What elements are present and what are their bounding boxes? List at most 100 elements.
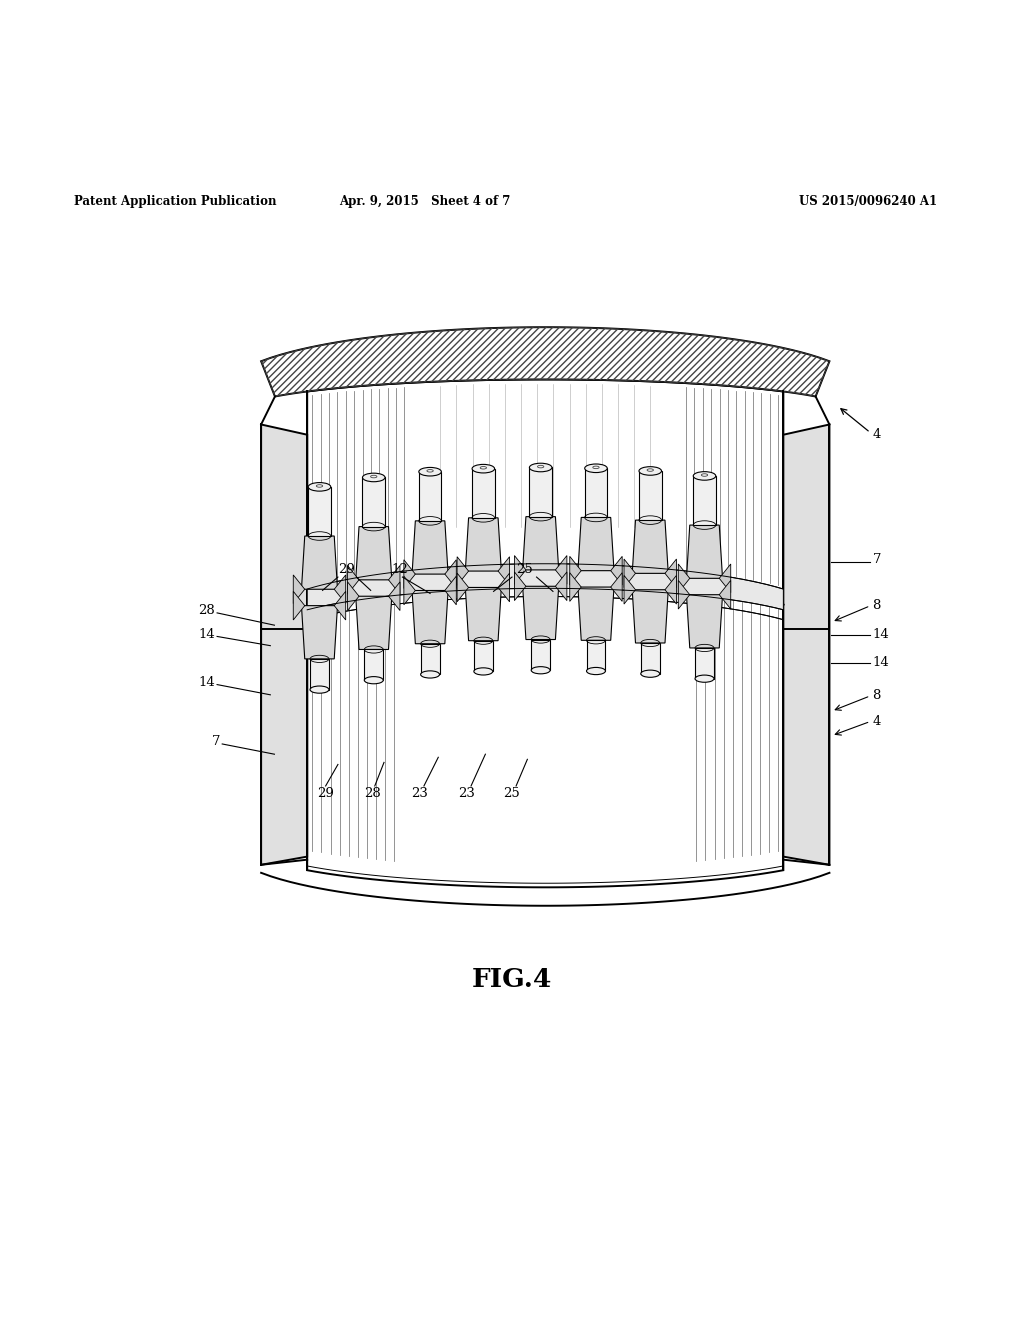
Polygon shape: [301, 536, 338, 589]
Polygon shape: [444, 576, 457, 605]
Polygon shape: [347, 582, 359, 611]
Text: 14: 14: [199, 676, 215, 689]
Ellipse shape: [474, 668, 493, 675]
Ellipse shape: [472, 465, 495, 473]
Text: 14: 14: [872, 656, 889, 668]
Polygon shape: [639, 471, 662, 520]
Polygon shape: [308, 487, 331, 536]
Text: 23: 23: [459, 787, 475, 800]
Polygon shape: [465, 587, 502, 640]
Ellipse shape: [419, 467, 441, 477]
Polygon shape: [529, 467, 552, 516]
Ellipse shape: [365, 677, 383, 684]
Ellipse shape: [639, 467, 662, 475]
Text: 29: 29: [317, 787, 334, 800]
Polygon shape: [355, 527, 392, 579]
Text: FIG.4: FIG.4: [472, 968, 552, 993]
Text: 25: 25: [504, 787, 520, 800]
Polygon shape: [388, 565, 400, 594]
Polygon shape: [347, 565, 359, 594]
Polygon shape: [686, 525, 723, 578]
Text: 28: 28: [199, 605, 215, 618]
Polygon shape: [587, 640, 605, 671]
Polygon shape: [522, 516, 559, 570]
Text: 8: 8: [872, 689, 881, 702]
Ellipse shape: [421, 671, 439, 678]
Polygon shape: [632, 520, 669, 573]
Polygon shape: [531, 639, 550, 671]
Polygon shape: [355, 597, 392, 649]
Polygon shape: [293, 591, 305, 620]
Polygon shape: [444, 560, 457, 589]
Polygon shape: [307, 576, 783, 887]
Polygon shape: [465, 517, 502, 572]
Polygon shape: [412, 590, 449, 644]
Polygon shape: [301, 606, 338, 659]
Ellipse shape: [587, 668, 605, 675]
Ellipse shape: [308, 483, 331, 491]
Text: Apr. 9, 2015   Sheet 4 of 7: Apr. 9, 2015 Sheet 4 of 7: [339, 195, 511, 209]
Ellipse shape: [310, 686, 329, 693]
Polygon shape: [365, 649, 383, 680]
Polygon shape: [555, 556, 567, 585]
Ellipse shape: [362, 473, 385, 482]
Polygon shape: [569, 573, 582, 602]
Text: 7: 7: [212, 735, 220, 748]
Polygon shape: [261, 425, 307, 865]
Polygon shape: [498, 557, 510, 585]
Polygon shape: [457, 573, 469, 602]
Polygon shape: [403, 560, 416, 589]
Polygon shape: [421, 644, 439, 675]
Polygon shape: [783, 425, 829, 865]
Polygon shape: [610, 573, 623, 602]
Polygon shape: [293, 576, 305, 603]
Text: 14: 14: [199, 628, 215, 642]
Text: 4: 4: [872, 428, 881, 441]
Polygon shape: [472, 469, 495, 517]
Text: 7: 7: [872, 553, 881, 566]
Polygon shape: [686, 595, 723, 648]
Text: 28: 28: [365, 787, 381, 800]
Text: 25: 25: [516, 564, 532, 576]
Polygon shape: [307, 379, 783, 599]
Polygon shape: [578, 587, 614, 640]
Polygon shape: [555, 572, 567, 601]
Polygon shape: [678, 581, 690, 609]
Polygon shape: [514, 572, 526, 601]
Polygon shape: [624, 576, 636, 605]
Ellipse shape: [693, 471, 716, 480]
Polygon shape: [665, 560, 677, 587]
Polygon shape: [457, 557, 469, 585]
Polygon shape: [334, 591, 346, 620]
Polygon shape: [641, 643, 659, 673]
Text: 12: 12: [391, 564, 408, 576]
Polygon shape: [362, 478, 385, 527]
Polygon shape: [522, 586, 559, 639]
Polygon shape: [514, 556, 526, 585]
Text: 29: 29: [338, 564, 354, 576]
Polygon shape: [307, 564, 783, 610]
Polygon shape: [665, 576, 677, 605]
Polygon shape: [498, 573, 510, 602]
Polygon shape: [261, 327, 829, 396]
Polygon shape: [624, 560, 636, 587]
Text: 4: 4: [872, 715, 881, 727]
Text: US 2015/0096240 A1: US 2015/0096240 A1: [799, 195, 937, 209]
Polygon shape: [388, 582, 400, 611]
Ellipse shape: [529, 463, 552, 471]
Ellipse shape: [531, 667, 550, 673]
Polygon shape: [569, 556, 582, 585]
Ellipse shape: [585, 465, 607, 473]
Text: 14: 14: [872, 628, 889, 642]
Polygon shape: [678, 564, 690, 593]
Polygon shape: [474, 640, 493, 672]
Ellipse shape: [695, 675, 714, 682]
Polygon shape: [412, 521, 449, 574]
Polygon shape: [419, 471, 441, 521]
Polygon shape: [632, 590, 669, 643]
Polygon shape: [585, 469, 607, 517]
Polygon shape: [719, 564, 731, 593]
Polygon shape: [578, 517, 614, 570]
Text: 23: 23: [412, 787, 428, 800]
Polygon shape: [695, 648, 714, 678]
